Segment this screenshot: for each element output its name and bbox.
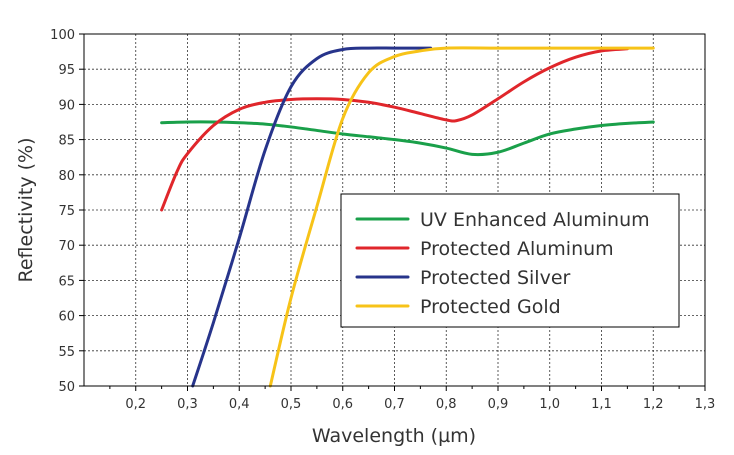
legend: UV Enhanced Aluminum Protected Aluminum … (340, 193, 680, 328)
series-layer (160, 46, 655, 388)
y-tick-label: 70 (58, 239, 75, 254)
y-tick-label: 50 (58, 380, 75, 395)
x-tick-label: 1,0 (539, 397, 560, 412)
y-tick-label: 85 (58, 134, 75, 149)
x-tick-label: 0,9 (488, 397, 509, 412)
x-tick-label: 1,1 (591, 397, 612, 412)
series-line-protected-aluminum (160, 47, 629, 212)
x-tick-label: 0,7 (384, 397, 405, 412)
x-axis-title: Wavelength (µm) (312, 425, 476, 447)
x-tick-label: 0,8 (436, 397, 457, 412)
x-tick-label: 0,3 (177, 397, 198, 412)
y-tick-label: 60 (58, 310, 75, 325)
x-tick-label: 1,2 (643, 397, 664, 412)
legend-label-uv-enhanced-aluminum: UV Enhanced Aluminum (420, 209, 650, 231)
x-tick-label: 0,5 (281, 397, 302, 412)
y-tick-label: 65 (58, 274, 75, 289)
y-axis-title: Reflectivity (%) (15, 137, 37, 282)
plot-frame (83, 33, 706, 387)
y-tick-label: 90 (58, 98, 75, 113)
y-tick-label: 55 (58, 345, 75, 360)
legend-label-protected-aluminum: Protected Aluminum (420, 238, 614, 260)
series-line-protected-silver (191, 46, 433, 388)
x-tick-label: 0,6 (332, 397, 353, 412)
series-line-uv-enhanced-aluminum (160, 120, 655, 157)
x-tick-label: 1,3 (695, 397, 716, 412)
tick-label-layer: 0,2 0,3 0,4 0,5 0,6 0,7 0,8 0,9 1,0 1,1 1,2 1,3 50 55… (50, 28, 715, 412)
y-tick-label: 80 (58, 169, 75, 184)
x-tick-label: 0,2 (125, 397, 146, 412)
tick-layer (79, 33, 706, 391)
x-tick-label: 0,4 (229, 397, 250, 412)
series-line-protected-gold (268, 46, 655, 388)
y-tick-label: 75 (58, 204, 75, 219)
y-tick-label: 100 (50, 28, 75, 43)
legend-label-protected-silver: Protected Silver (420, 267, 571, 289)
legend-label-protected-gold: Protected Gold (420, 296, 561, 318)
y-tick-label: 95 (58, 63, 75, 78)
